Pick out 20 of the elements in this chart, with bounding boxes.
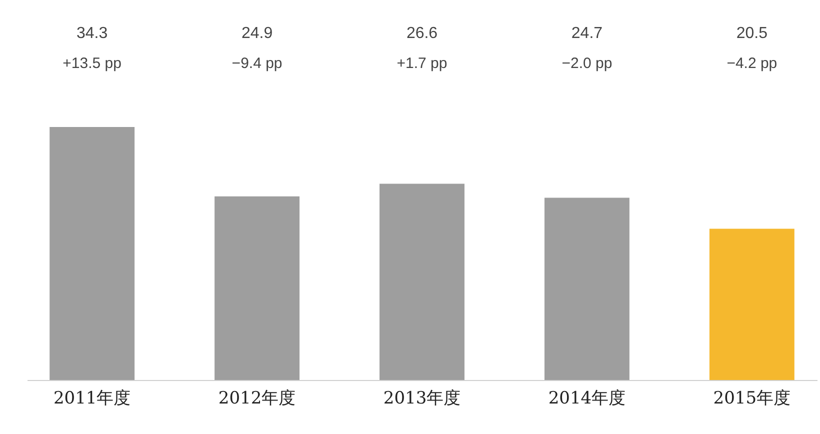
- bar: [380, 184, 464, 380]
- text: +1.7 pp: [396, 55, 448, 72]
- text: −4.2 pp: [726, 55, 778, 72]
- bar: [50, 127, 135, 380]
- data-label: 26.6: [406, 25, 438, 42]
- x-tick-label: 2014年度: [548, 388, 626, 408]
- text: +13.5 pp: [62, 55, 122, 72]
- x-tick-label: 2013年度: [383, 388, 461, 408]
- text: −9.4 pp: [232, 55, 282, 72]
- x-tick-label: 2011年度: [53, 388, 131, 408]
- bar: [709, 228, 794, 380]
- text: −2.0 pp: [562, 55, 612, 72]
- data-label: 34.3: [76, 25, 108, 42]
- x-tick-label: 2012年度: [218, 388, 296, 408]
- data-label: 20.5: [736, 25, 768, 42]
- data-label: 24.7: [571, 25, 603, 42]
- bar: [544, 198, 630, 380]
- data-label: 24.9: [241, 25, 273, 42]
- bar: [214, 196, 300, 380]
- x-tick-label: 2015年度: [713, 388, 791, 408]
